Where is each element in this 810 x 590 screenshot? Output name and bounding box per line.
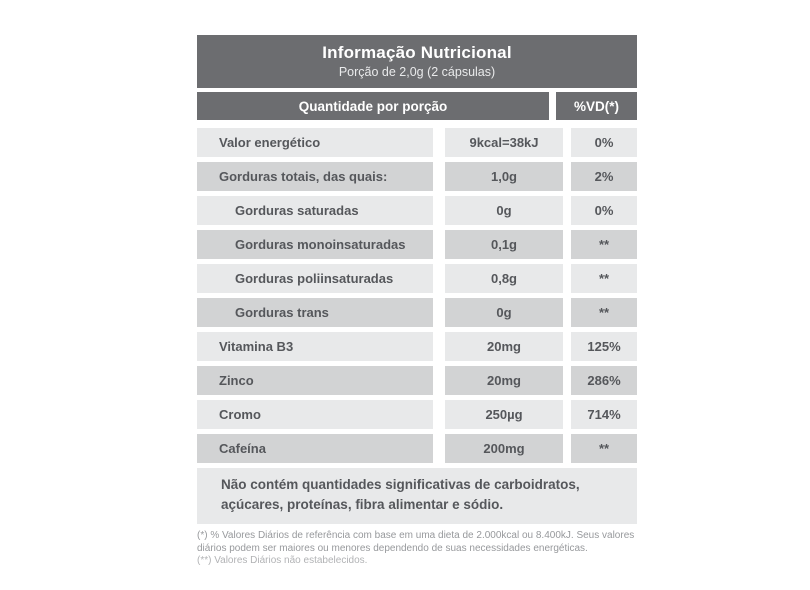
nutrient-label: Gorduras totais, das quais: (197, 162, 433, 191)
table-row-polyunsaturated-fat: Gorduras poliinsaturadas 0,8g ** (197, 264, 637, 293)
table-row-total-fat: Gorduras totais, das quais: 1,0g 2% (197, 162, 637, 191)
nutrient-label: Cafeína (197, 434, 433, 463)
table-row-caffeine: Cafeína 200mg ** (197, 434, 637, 463)
table-row-vitamin-b3: Vitamina B3 20mg 125% (197, 332, 637, 361)
nutrient-label: Gorduras monoinsaturadas (197, 230, 433, 259)
nutrient-dv: 0% (571, 128, 637, 157)
nutrient-dv: 714% (571, 400, 637, 429)
nutrition-table: Informação Nutricional Porção de 2,0g (2… (197, 35, 637, 524)
nutrient-dv: 286% (571, 366, 637, 395)
nutrient-label: Gorduras trans (197, 298, 433, 327)
nutrient-amount: 0,1g (445, 230, 563, 259)
nutrient-label: Gorduras poliinsaturadas (197, 264, 433, 293)
table-row-zinc: Zinco 20mg 286% (197, 366, 637, 395)
table-row-chromium: Cromo 250µg 714% (197, 400, 637, 429)
nutrient-dv: ** (571, 298, 637, 327)
nutrient-dv: 125% (571, 332, 637, 361)
nutrient-label: Vitamina B3 (197, 332, 433, 361)
table-row-saturated-fat: Gorduras saturadas 0g 0% (197, 196, 637, 225)
label-header: Informação Nutricional Porção de 2,0g (2… (197, 35, 637, 88)
nutrient-dv: ** (571, 230, 637, 259)
nutrient-amount: 20mg (445, 366, 563, 395)
footnote-dv-not-established: (**) Valores Diários não estabelecidos. (197, 555, 368, 566)
footnote-dv-reference: (*) % Valores Diários de referência com … (197, 530, 635, 554)
no-significant-amounts-note: Não contém quantidades significativas de… (197, 468, 637, 524)
nutrient-amount: 200mg (445, 434, 563, 463)
table-row-energy: Valor energético 9kcal=38kJ 0% (197, 128, 637, 157)
nutrient-amount: 0,8g (445, 264, 563, 293)
nutrient-dv: ** (571, 434, 637, 463)
table-row-monounsaturated-fat: Gorduras monoinsaturadas 0,1g ** (197, 230, 637, 259)
column-gap (549, 92, 556, 120)
label-title: Informação Nutricional (322, 43, 512, 62)
nutrient-amount: 250µg (445, 400, 563, 429)
serving-size: Porção de 2,0g (2 cápsulas) (338, 65, 496, 79)
nutrient-dv: ** (571, 264, 637, 293)
nutrient-label: Gorduras saturadas (197, 196, 433, 225)
nutrient-amount: 9kcal=38kJ (445, 128, 563, 157)
table-row-trans-fat: Gorduras trans 0g ** (197, 298, 637, 327)
nutrient-amount: 0g (445, 196, 563, 225)
column-header-amount: Quantidade por porção (197, 92, 549, 120)
nutrient-label: Valor energético (197, 128, 433, 157)
nutrient-dv: 0% (571, 196, 637, 225)
column-header-dv: %VD(*) (556, 92, 637, 120)
nutrient-label: Zinco (197, 366, 433, 395)
footnotes: (*) % Valores Diários de referência com … (197, 530, 649, 568)
nutrient-rows: Valor energético 9kcal=38kJ 0% Gorduras … (197, 128, 637, 463)
column-header-bar: Quantidade por porção %VD(*) (197, 92, 637, 120)
nutrient-amount: 1,0g (445, 162, 563, 191)
nutrient-amount: 0g (445, 298, 563, 327)
nutrient-amount: 20mg (445, 332, 563, 361)
nutrient-label: Cromo (197, 400, 433, 429)
nutrient-dv: 2% (571, 162, 637, 191)
